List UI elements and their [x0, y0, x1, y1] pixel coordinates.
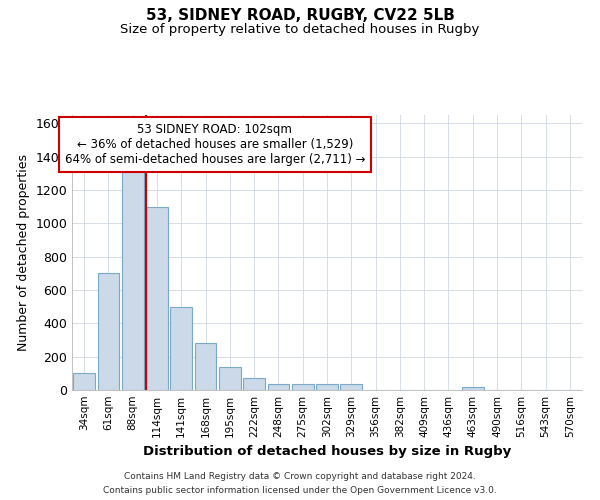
Text: Contains public sector information licensed under the Open Government Licence v3: Contains public sector information licen… [103, 486, 497, 495]
Bar [462, 386, 484, 390]
Text: 53 SIDNEY ROAD: 102sqm
← 36% of detached houses are smaller (1,529)
64% of semi-: 53 SIDNEY ROAD: 102sqm ← 36% of detached… [65, 123, 365, 166]
Bar [243, 378, 265, 390]
X-axis label: Distribution of detached houses by size in Rugby: Distribution of detached houses by size … [143, 446, 511, 458]
Bar [170, 306, 192, 390]
Bar [146, 206, 168, 390]
Bar [292, 384, 314, 390]
Bar [97, 274, 119, 390]
Bar [194, 344, 217, 390]
Bar [219, 366, 241, 390]
Bar [340, 384, 362, 390]
Y-axis label: Number of detached properties: Number of detached properties [17, 154, 30, 351]
Bar [268, 384, 289, 390]
Text: 53, SIDNEY ROAD, RUGBY, CV22 5LB: 53, SIDNEY ROAD, RUGBY, CV22 5LB [146, 8, 454, 22]
Bar [316, 384, 338, 390]
Bar [73, 374, 95, 390]
Text: Size of property relative to detached houses in Rugby: Size of property relative to detached ho… [121, 22, 479, 36]
Text: Contains HM Land Registry data © Crown copyright and database right 2024.: Contains HM Land Registry data © Crown c… [124, 472, 476, 481]
Bar [122, 168, 143, 390]
